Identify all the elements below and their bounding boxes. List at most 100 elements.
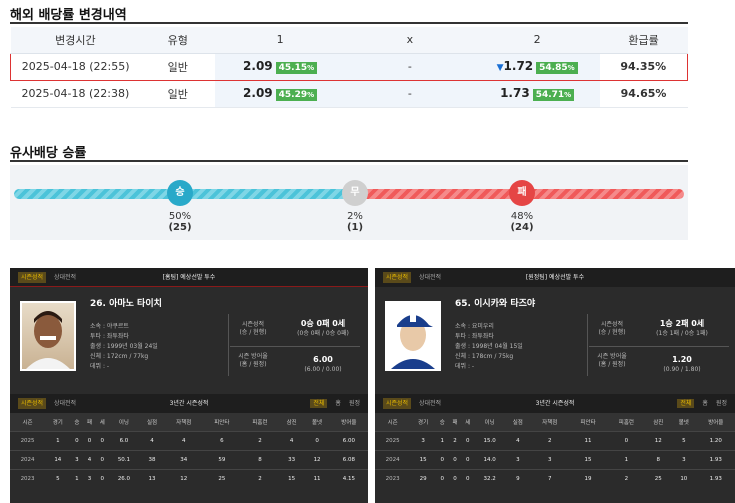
stats-cell: 0: [95, 468, 109, 488]
stats-cell: 0: [607, 430, 646, 450]
panel-title: [홈팀] 예상선발 투수: [162, 274, 216, 281]
prob-badge: 54.85%: [536, 62, 578, 74]
prob-badge: 45.29%: [275, 89, 318, 101]
stats-col-header: 자책점: [164, 413, 203, 431]
tab-season[interactable]: 시즌성적: [383, 398, 412, 409]
stats-col-header: 세: [95, 413, 109, 431]
stats-cell: 7: [530, 468, 569, 488]
stats-col-header: 이닝: [474, 413, 506, 431]
record-value: 1승 2패 0세 (1승 1패 / 0승 1패): [656, 319, 708, 337]
odds-row[interactable]: 2025-04-18 (22:38) 일반 2.09 45.29% - 1.73 5…: [10, 80, 688, 108]
filter-home[interactable]: 홈: [335, 400, 341, 407]
filter-away[interactable]: 원정: [348, 400, 360, 407]
stats-cell: 0: [435, 449, 449, 469]
stats-col-header: 승: [70, 413, 84, 431]
col-header-2: 2: [474, 27, 600, 54]
panel-title: [원정팀] 예상선발 투수: [525, 274, 585, 281]
row-refund: 94.35%: [599, 52, 688, 81]
col-header-refund: 환급률: [599, 27, 688, 54]
col-header-1: 1: [215, 27, 345, 54]
stats-cell: 38: [139, 449, 165, 469]
tab-season[interactable]: 시즌성적: [383, 272, 412, 283]
similar-odds-title: 유사배당 승률: [10, 146, 87, 161]
stats-cell: 5: [45, 468, 71, 488]
tab-versus[interactable]: 상대전적: [419, 400, 442, 407]
win-rate-panel: 승 무 패 50% (25) 2% (1) 48% (24): [10, 165, 688, 240]
prob-badge: 45.15%: [275, 62, 318, 74]
pitcher-photo: [385, 301, 441, 371]
stats-cell: 2: [530, 430, 569, 450]
panel-header: 시즌성적 상대전적 [홈팀] 예상선발 투수: [10, 268, 368, 287]
stats-cell: 2023: [375, 468, 411, 488]
filter-home[interactable]: 홈: [702, 400, 708, 407]
tab-season[interactable]: 시즌성적: [18, 398, 47, 409]
stats-col-header: 볼넷: [304, 413, 330, 431]
stats-cell: 0: [435, 468, 449, 488]
stats-col-header: 승: [435, 413, 449, 431]
stats-col-header: 경기: [410, 413, 436, 431]
stats-header-row: 시즌 경기 승 패 세 이닝 실점 자책점 피안타 피홈런 삼진 볼넷 방어율: [375, 413, 735, 431]
stats-col-header: 피홈런: [240, 413, 279, 431]
stats-cell: 10: [671, 468, 697, 488]
odds-home: 2.09 45.29%: [215, 80, 345, 108]
tab-versus[interactable]: 상대전적: [54, 400, 77, 407]
table-row: 2025 1 0 0 0 6.0 4 4 6 2 4 0 6.00: [10, 430, 368, 450]
stats-cell: 11: [568, 430, 608, 450]
odds-header-row: 변경시간 유형 1 x 2 환급률: [10, 27, 688, 54]
divider: [230, 346, 360, 347]
table-row: 2023 5 1 3 0 26.0 13 12 25 2 15 11 4.15: [10, 468, 368, 488]
stats-cell: 4: [278, 430, 305, 450]
stats-cell: 0: [448, 449, 462, 469]
panel-header: 시즌성적 상대전적 [원정팀] 예상선발 투수: [375, 268, 735, 287]
odds-value: 2.09: [243, 86, 273, 100]
odds-draw: -: [344, 80, 475, 108]
stats-cell: 15: [278, 468, 305, 488]
win-icon: 승: [167, 180, 193, 206]
filter-away[interactable]: 원정: [715, 400, 727, 407]
season-stats-header: 시즌성적 상대전적 3년간 시즌성적 전체 홈 원정: [10, 394, 368, 413]
stats-col-header: 이닝: [108, 413, 140, 431]
stats-cell: 50.1: [108, 449, 140, 469]
stats-cell: 4: [164, 430, 203, 450]
title-underline: [10, 160, 688, 162]
divider: [228, 314, 229, 376]
odds-value: 2.09: [243, 59, 273, 73]
stats-title: 3년간 시즌성적: [535, 400, 575, 407]
title-underline: [10, 22, 688, 24]
stats-cell: 2024: [375, 449, 411, 469]
stats-cell: 2: [240, 468, 279, 488]
stats-cell: 4: [139, 430, 165, 450]
filter-tabs: 전체 홈 원정: [302, 398, 360, 408]
stats-col-header: 시즌: [10, 413, 46, 431]
pitcher-info: 소속 : 야쿠르트 투타 : 좌투좌타 출생 : 1999년 03월 24일 신체 :…: [90, 323, 158, 370]
row-time: 2025-04-18 (22:55): [10, 52, 141, 81]
stats-cell: 26.0: [108, 468, 140, 488]
stats-cell: 2025: [375, 430, 411, 450]
stats-cell: 14.0: [474, 449, 506, 469]
down-arrow-icon: ▼: [496, 63, 504, 73]
row-refund: 94.65%: [599, 80, 688, 108]
stats-cell: 8: [645, 449, 672, 469]
stats-cell: 34: [164, 449, 203, 469]
tab-season[interactable]: 시즌성적: [18, 272, 47, 283]
lose-icon: 패: [509, 180, 535, 206]
table-row: 2024 14 3 4 0 50.1 38 34 59 8 33 12 6.08: [10, 449, 368, 469]
row-time: 2025-04-18 (22:38): [10, 80, 141, 108]
tab-versus[interactable]: 상대전적: [419, 274, 442, 281]
odds-row[interactable]: 2025-04-18 (22:55) 일반 2.09 45.15% - ▼1.72…: [10, 52, 688, 81]
col-header-x: x: [344, 27, 475, 54]
pitcher-photo: [20, 301, 76, 371]
stats-cell: 3: [505, 449, 531, 469]
stats-cell: 2023: [10, 468, 46, 488]
stats-cell: 0: [304, 430, 330, 450]
filter-all[interactable]: 전체: [677, 399, 695, 408]
season-stats-table: 시즌 경기 승 패 세 이닝 실점 자책점 피안타 피홈런 삼진 볼넷 방어율 2025 3 1 2 0 15.0 4…: [375, 413, 735, 488]
filter-all[interactable]: 전체: [310, 399, 328, 408]
stats-cell: 1.93: [696, 449, 735, 469]
stats-col-header: 시즌: [375, 413, 411, 431]
pitcher-name: 26. 아마노 타이치: [90, 299, 162, 309]
odds-history-table: 변경시간 유형 1 x 2 환급률 2025-04-18 (22:55) 일반 …: [10, 27, 688, 108]
tab-versus[interactable]: 상대전적: [54, 274, 77, 281]
odds-away: 1.73 54.71%: [474, 80, 600, 108]
era-label: 시즌 방어율 (홈 / 원정): [238, 353, 268, 368]
